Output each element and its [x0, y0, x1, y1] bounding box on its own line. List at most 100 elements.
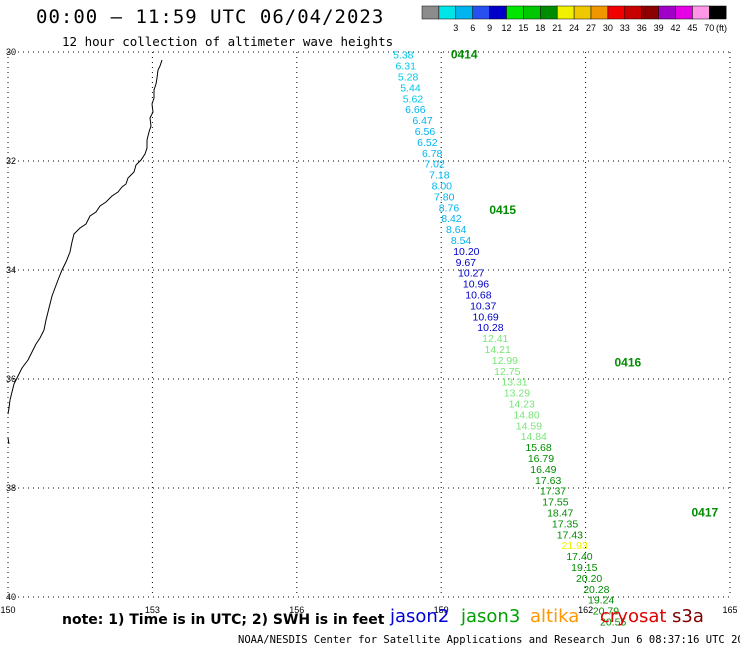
swh-value-label: 9.67: [456, 257, 477, 269]
swh-value-label: 7.18: [429, 170, 450, 182]
swh-value-label: 20.28: [583, 584, 609, 596]
swh-value-label: 17.35: [552, 518, 578, 530]
lon-tick-label: 165: [722, 605, 737, 615]
swh-value-label: 14.23: [509, 399, 535, 411]
swh-observations: 5.386.315.285.445.626.666.476.566.526.78…: [393, 50, 626, 629]
axis-tick-labels: 150 153 156 159 162 165 30 32 34 36 38 40: [0, 47, 737, 615]
swh-value-label: 19.24: [588, 595, 614, 607]
legend-label: 45: [687, 23, 697, 33]
swh-value-label: 5.62: [403, 93, 424, 105]
lon-tick-label: 156: [289, 605, 304, 615]
satellite-altika: altika: [530, 606, 580, 627]
swh-value-label: 16.49: [530, 464, 556, 476]
swh-value-label: 5.44: [400, 82, 421, 94]
footer-credit: NOAA/NESDIS Center for Satellite Applica…: [238, 634, 740, 646]
swh-value-label: 20.55: [600, 617, 626, 629]
swh-value-label: 17.40: [566, 551, 592, 563]
swh-value-label: 6.52: [417, 137, 438, 149]
legend-label: 27: [586, 23, 596, 33]
swh-value-label: 17.63: [535, 475, 561, 487]
time-label: 0416: [614, 356, 641, 370]
legend-label: 70: [704, 23, 714, 33]
lon-tick-label: 150: [0, 605, 15, 615]
swh-value-label: 20.20: [576, 573, 602, 585]
time-label: 0417: [691, 506, 718, 520]
legend-label: 15: [518, 23, 528, 33]
swh-value-label: 18.47: [547, 508, 573, 520]
swh-value-label: 19.15: [571, 562, 597, 574]
swh-value-label: 17.37: [540, 486, 566, 498]
swh-value-label: 10.28: [477, 322, 503, 334]
swh-value-label: 21.93: [562, 540, 588, 552]
swh-value-label: 13.31: [501, 377, 527, 389]
swh-value-label: 16.79: [528, 453, 554, 465]
legend-label: 30: [603, 23, 613, 33]
satellite-s3a: s3a: [672, 606, 704, 627]
legend-label: 18: [535, 23, 545, 33]
swh-value-label: 14.21: [485, 344, 511, 356]
swh-value-label: 10.69: [472, 311, 498, 323]
swh-value-label: 12.41: [482, 333, 508, 345]
legend-label: 36: [637, 23, 647, 33]
swh-value-label: 12.99: [492, 355, 518, 367]
time-labels: 0414 0415 0416 0417: [451, 48, 719, 520]
lon-tick-label: 159: [434, 605, 449, 615]
note-text: note: 1) Time is in UTC; 2) SWH is in fe…: [62, 612, 385, 628]
legend-unit: (ft): [716, 23, 727, 33]
lat-tick-label: 36: [6, 374, 16, 384]
swh-value-label: 7.02: [424, 159, 445, 171]
legend-label: 33: [620, 23, 630, 33]
satellite-jason2: jason2: [390, 606, 450, 627]
swh-value-label: 13.29: [504, 388, 530, 400]
legend-label: 39: [654, 23, 664, 33]
swh-value-label: 5.38: [393, 50, 414, 62]
legend-label: 9: [487, 23, 492, 33]
swh-value-label: 20.79: [593, 606, 619, 618]
lat-lon-grid: [7, 51, 731, 598]
lat-tick-label: 40: [6, 592, 16, 602]
legend-label: 21: [552, 23, 562, 33]
legend-label: 3: [453, 23, 458, 33]
map-title: 00:00 – 11:59 UTC 06/04/2023: [36, 6, 385, 28]
swh-value-label: 17.55: [542, 497, 568, 509]
satellite-jason3: jason3: [461, 606, 521, 627]
swh-value-label: 10.20: [453, 246, 479, 258]
swh-value-label: 10.96: [463, 279, 489, 291]
swh-value-label: 6.47: [412, 115, 433, 127]
swh-value-label: 10.37: [470, 300, 496, 312]
legend-label: 42: [670, 23, 680, 33]
legend-label: 12: [501, 23, 511, 33]
swh-value-label: 14.59: [516, 420, 542, 432]
swh-value-label: 14.84: [521, 431, 547, 443]
lon-tick-label: 153: [145, 605, 160, 615]
lat-tick-label: 38: [6, 483, 16, 493]
swh-value-label: 8.54: [451, 235, 472, 247]
swh-value-label: 12.75: [494, 366, 520, 378]
coastline-fragment: [7, 437, 10, 445]
lat-tick-label: 30: [6, 47, 16, 57]
map-subtitle: 12 hour collection of altimeter wave hei…: [62, 34, 394, 49]
swh-value-label: 6.66: [405, 104, 426, 116]
time-label: 0414: [451, 48, 478, 62]
swh-value-label: 10.27: [458, 268, 484, 280]
legend-label: 6: [470, 23, 475, 33]
satellite-cryosat: cryosat: [600, 606, 667, 627]
swh-value-label: 8.42: [441, 213, 462, 225]
coastline: [7, 59, 163, 415]
swh-value-label: 6.31: [395, 61, 416, 73]
lon-tick-label: 162: [578, 605, 593, 615]
swh-value-label: 8.64: [446, 224, 467, 236]
swh-value-label: 6.78: [422, 148, 443, 160]
swh-value-label: 8.00: [432, 181, 453, 193]
swh-value-label: 5.28: [398, 72, 419, 84]
swh-value-label: 14.80: [513, 409, 539, 421]
legend-swatch: [709, 5, 727, 20]
swh-value-label: 17.43: [557, 529, 583, 541]
swh-value-label: 7.80: [434, 191, 455, 203]
lat-tick-label: 32: [6, 156, 16, 166]
time-label: 0415: [489, 203, 516, 217]
lat-tick-label: 34: [6, 265, 16, 275]
swh-value-label: 6.56: [415, 126, 436, 138]
